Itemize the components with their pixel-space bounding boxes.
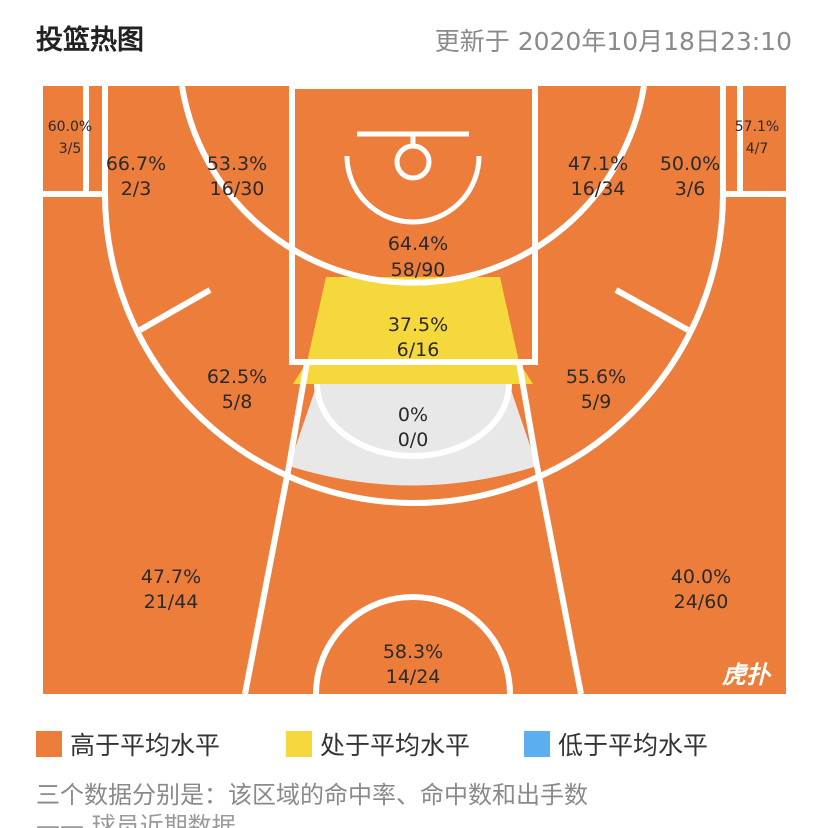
legend-item-below: 低于平均水平: [524, 726, 708, 762]
hupu-watermark: 虎扑: [722, 661, 772, 689]
three-top-made: 14/24: [386, 666, 441, 688]
mid-top-left-pct: 53.3%: [207, 153, 267, 175]
corner-right-pct: 57.1%: [735, 119, 779, 135]
legend-label-below: 低于平均水平: [558, 731, 709, 760]
legend-swatch-above: [36, 731, 62, 757]
update-timestamp: 更新于 2020年10月18日23:10: [434, 27, 792, 56]
legend-swatch-average: [286, 731, 312, 757]
three-top-pct: 58.3%: [383, 641, 443, 663]
wing-mid-right-made: 3/6: [675, 178, 706, 200]
three-left-made: 21/44: [144, 591, 199, 613]
cutoff-text: —— 球员近期数据: [36, 812, 236, 828]
top-key-pct: 0%: [398, 404, 428, 426]
zone-free-throw: [307, 277, 519, 362]
corner-right-made: 4/7: [746, 141, 769, 157]
legend-item-above: 高于平均水平: [36, 726, 220, 762]
elbow-right-pct: 55.6%: [566, 366, 626, 388]
page-title: 投篮热图: [36, 25, 144, 56]
mid-top-right-made: 16/34: [571, 178, 626, 200]
three-right-made: 24/60: [674, 591, 729, 613]
legend: 高于平均水平 处于平均水平 低于平均水平: [36, 726, 796, 762]
top-key-made: 0/0: [398, 429, 429, 451]
paint-pct: 64.4%: [388, 233, 448, 255]
corner-left-made: 3/5: [59, 141, 82, 157]
legend-label-above: 高于平均水平: [70, 731, 221, 760]
elbow-left-pct: 62.5%: [207, 366, 267, 388]
basket-icon: [344, 131, 482, 225]
wing-mid-right-pct: 50.0%: [660, 153, 720, 175]
data-explanation-note: 三个数据分别是：该区域的命中率、命中数和出手数: [36, 781, 588, 809]
elbow-right-made: 5/9: [581, 391, 612, 413]
corner-left-pct: 60.0%: [48, 119, 92, 135]
mid-top-left-made: 16/30: [210, 178, 265, 200]
zone-free-throw-arc: [293, 362, 533, 384]
free-throw-made: 6/16: [397, 339, 440, 361]
shot-heatmap-court: 60.0% 3/5 66.7% 2/3 53.3% 16/30 64.4% 58…: [43, 86, 786, 694]
zone-top-key: [289, 384, 537, 486]
free-throw-pct: 37.5%: [388, 314, 448, 336]
mid-top-right-pct: 47.1%: [568, 153, 628, 175]
legend-swatch-below: [524, 731, 550, 757]
paint-made: 58/90: [391, 259, 446, 281]
three-right-pct: 40.0%: [671, 566, 731, 588]
header: 投篮热图 更新于 2020年10月18日23:10: [0, 0, 828, 80]
cutoff-text-row: —— 球员近期数据: [36, 812, 556, 828]
legend-item-average: 处于平均水平: [286, 726, 470, 762]
three-left-pct: 47.7%: [141, 566, 201, 588]
wing-mid-left-made: 2/3: [121, 178, 152, 200]
wing-mid-left-pct: 66.7%: [106, 153, 166, 175]
elbow-left-made: 5/8: [222, 391, 253, 413]
legend-label-average: 处于平均水平: [320, 731, 471, 760]
